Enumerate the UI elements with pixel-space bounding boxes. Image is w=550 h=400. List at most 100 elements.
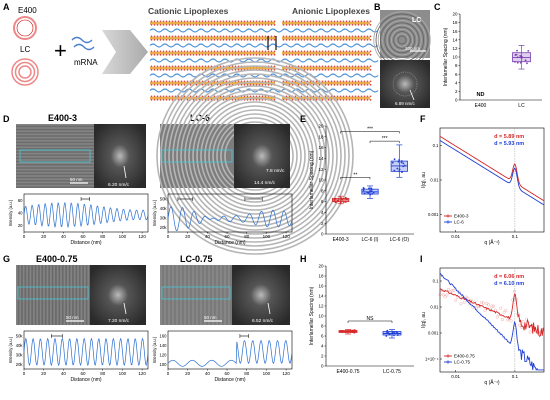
lipid-head [180,98,183,101]
lamella-stripe [204,265,206,325]
y-tick-label: 60 [18,198,23,203]
lipid-head [192,38,195,41]
mrna-layer [281,58,379,63]
lipid-head [201,38,204,41]
lipid-head [186,38,189,41]
lipid-head [309,20,312,23]
lipid-head [216,23,219,26]
lamella-stripe [228,265,230,325]
lipid-head [339,38,342,41]
lipid-bilayer [150,97,275,100]
lipid-bilayer [150,37,275,40]
lipid-head [216,35,219,38]
intensity-line [23,337,149,367]
lipid-head [168,95,171,98]
y-tick-label: 10 [318,314,324,319]
lipid-head [246,38,249,41]
x-tick-label: 100 [263,234,271,239]
lipid-head [174,65,177,68]
y-tick-label: 20 [18,223,23,228]
lipid-head [240,83,243,86]
lipid-head [273,38,276,41]
lipid-head [312,53,315,56]
data-marker [488,307,492,311]
lamella-stripe [212,265,214,325]
profile-frame [167,330,293,370]
lipid-head [330,65,333,68]
lipid-head [171,95,174,98]
lipid-head [189,38,192,41]
panel-g: G E400-0.75 LC-0.75 50 nm 7.20 nm/c 50 n… [3,254,293,383]
lipid-head [273,20,276,23]
x-tick-label: 80 [244,234,250,239]
lipid-head [207,20,210,23]
lipid-head [246,50,249,53]
data-marker [473,300,477,304]
lipid-head [285,95,288,98]
lipid-head [234,98,237,101]
lipid-head [273,68,276,71]
data-marker [459,302,463,306]
lamella-stripe [224,265,226,325]
lipid-head [228,83,231,86]
data-point [370,187,373,190]
lipid-head [303,20,306,23]
lipid-head [336,68,339,71]
y-tick-label: 4 [321,344,324,349]
lipid-head [363,65,366,68]
lipid-head [189,65,192,68]
y-tick-label: 30k [16,352,24,357]
lipid-head [159,68,162,71]
y-tick-label: 160 [160,333,168,338]
y-tick-label: 6 [455,72,458,77]
lipid-head [339,35,342,38]
lipid-head [261,50,264,53]
lipid-head [165,65,168,68]
lipid-head [330,38,333,41]
series-line-0 [440,288,545,338]
lipid-head [189,68,192,71]
lipid-head [363,23,366,26]
legend-label: LC-6 [454,220,464,225]
data-point [344,196,347,199]
lipid-head [363,98,366,101]
lipid-head [312,38,315,41]
lipid-head [366,98,369,101]
lipid-head [231,65,234,68]
mrna-strand-2 [73,43,95,51]
lamellar-ring [196,97,314,215]
lipid-head [198,53,201,56]
roi-box-e400-3 [19,149,91,163]
x-tick-label: 120 [138,371,146,376]
lipid-head [309,50,312,53]
lipid-head [162,68,165,71]
lipid-head [234,65,237,68]
lipid-head [204,53,207,56]
lamella-stripe [39,265,42,325]
lipid-head [153,80,156,83]
data-marker [506,318,510,322]
lipid-head [177,83,180,86]
lipid-head [357,53,360,56]
lipid-head [204,23,207,26]
lipid-head [324,53,327,56]
legend-label: E400-0.75 [454,354,475,359]
lipid-head [312,65,315,68]
lipid-head [357,35,360,38]
lipid-head [246,35,249,38]
lipid-head [369,20,372,23]
title-e400-3: E400-3 [48,113,77,123]
lipid-head [324,20,327,23]
data-point [393,334,395,337]
lipid-head [366,50,369,53]
lipid-head [318,95,321,98]
lipid-head [342,35,345,38]
lipid-head [324,23,327,26]
lamella-stripe [46,265,49,325]
lipid-head [204,65,207,68]
lipid-head [174,53,177,56]
data-point [396,334,399,336]
lipid-head [168,20,171,23]
x-tick-label: 60 [225,371,231,376]
lipid-head [348,65,351,68]
